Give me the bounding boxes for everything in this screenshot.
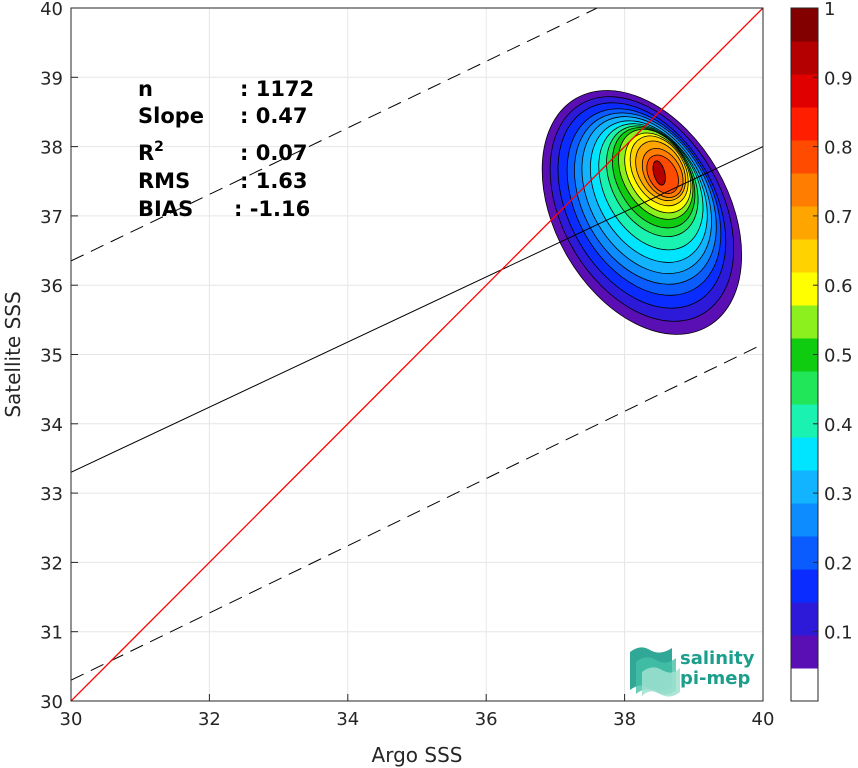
y-tick-label: 35	[40, 346, 63, 367]
colorbar-tick-label: 0.2	[824, 553, 853, 574]
colorbar-cell-20	[791, 8, 818, 42]
colorbar-tick-label: 0.9	[824, 68, 853, 89]
x-tick-label: 36	[475, 709, 498, 730]
stat-bias-label: BIAS	[138, 197, 193, 221]
colorbar-cell-9	[791, 371, 818, 405]
stat-slope-label: Slope	[138, 104, 204, 128]
salinity-pimep-logo: salinity pi-mep	[630, 647, 755, 697]
logo-line2: pi-mep	[680, 668, 750, 689]
stat-r2-value: : 0.07	[240, 141, 308, 165]
colorbar-cell-6	[791, 470, 818, 504]
logo-waves-icon	[630, 647, 680, 697]
colorbar: 0.1 0.2 0.3 0.4 0.5 0.6 0.7 0.8 0.9 1	[790, 0, 853, 702]
lower-dashed-line	[71, 343, 763, 681]
colorbar-tick-label: 1	[824, 0, 835, 20]
colorbar-cell-1	[791, 635, 818, 669]
colorbar-tick-label: 0.8	[824, 138, 853, 159]
y-tick-label: 40	[40, 0, 63, 20]
stat-slope-value: : 0.47	[240, 104, 308, 128]
y-tick-label: 30	[40, 692, 63, 713]
colorbar-cell-18	[791, 74, 818, 108]
identity-line	[71, 8, 763, 701]
x-axis-ticks: 30 32 34 36 38 40	[60, 694, 775, 730]
colorbar-cell-17	[791, 107, 818, 141]
stat-n-value: : 1172	[240, 77, 314, 101]
colorbar-tick-label: 0.3	[824, 484, 853, 505]
x-tick-label: 38	[613, 709, 636, 730]
colorbar-cells	[791, 8, 818, 702]
y-tick-label: 34	[40, 415, 63, 436]
y-tick-label: 37	[40, 207, 63, 228]
x-tick-label: 32	[198, 709, 221, 730]
density-contour-16	[652, 160, 666, 186]
colorbar-cell-3	[791, 569, 818, 603]
upper-dashed-line	[71, 8, 599, 262]
y-tick-label: 38	[40, 138, 63, 159]
colorbar-tick-label: 0.1	[824, 623, 853, 644]
y-axis-label: Satellite SSS	[1, 291, 25, 417]
stats-box: n : 1172 Slope : 0.47 R2 : 0.07 RMS : 1.…	[138, 77, 314, 221]
colorbar-cell-7	[791, 437, 818, 471]
y-tick-label: 36	[40, 276, 63, 297]
colorbar-cell-0	[791, 668, 818, 702]
y-tick-label: 31	[40, 623, 63, 644]
colorbar-cell-13	[791, 239, 818, 273]
y-axis-ticks: 30 31 32 33 34 35 36 37 38 39 40	[40, 0, 78, 713]
stat-bias-value: : -1.16	[234, 197, 310, 221]
stat-r2-letter: R	[138, 141, 154, 165]
x-axis-label: Argo SSS	[372, 743, 463, 767]
y-tick-label: 33	[40, 484, 63, 505]
colorbar-tick-label: 0.5	[824, 346, 853, 367]
colorbar-ticks: 0.1 0.2 0.3 0.4 0.5 0.6 0.7 0.8 0.9 1	[813, 0, 853, 644]
regression-line	[71, 146, 763, 473]
stat-n-label: n	[138, 77, 153, 101]
x-tick-label: 40	[752, 709, 775, 730]
colorbar-cell-12	[791, 272, 818, 306]
x-tick-label: 30	[60, 709, 83, 730]
logo-line1: salinity	[680, 648, 755, 669]
colorbar-cell-19	[791, 41, 818, 75]
stat-r2-label: R2	[138, 139, 164, 165]
stat-r2-sup: 2	[154, 139, 164, 155]
colorbar-cell-5	[791, 503, 818, 537]
colorbar-cell-14	[791, 206, 818, 240]
colorbar-cell-16	[791, 140, 818, 174]
stat-rms-value: : 1.63	[240, 169, 308, 193]
reference-lines	[71, 8, 763, 701]
colorbar-cell-11	[791, 305, 818, 339]
x-tick-label: 34	[336, 709, 359, 730]
density-contours	[541, 90, 743, 335]
y-tick-label: 32	[40, 553, 63, 574]
colorbar-cell-2	[791, 602, 818, 636]
y-tick-label: 39	[40, 68, 63, 89]
stat-rms-label: RMS	[138, 169, 190, 193]
colorbar-tick-label: 0.6	[824, 276, 853, 297]
colorbar-cell-8	[791, 404, 818, 438]
colorbar-cell-4	[791, 536, 818, 570]
colorbar-cell-15	[791, 173, 818, 207]
colorbar-tick-label: 0.4	[824, 415, 853, 436]
colorbar-tick-label: 0.7	[824, 207, 853, 228]
